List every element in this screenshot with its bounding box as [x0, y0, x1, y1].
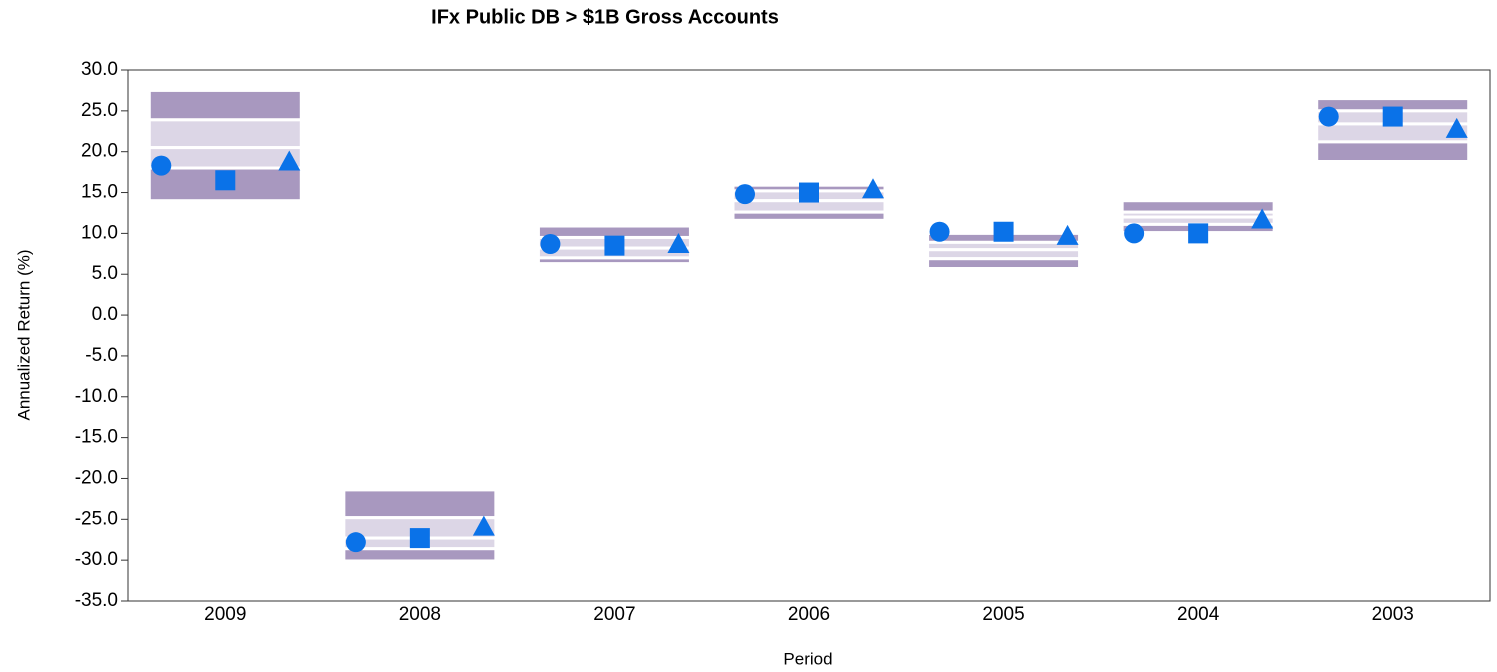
percentile-band: [147, 146, 303, 170]
percentile-band: [926, 257, 1082, 271]
y-tick-label: 10.0: [81, 222, 118, 243]
marker-circle: [1318, 106, 1339, 127]
x-tick-label: 2004: [1177, 604, 1220, 625]
marker-triangle: [1056, 224, 1079, 245]
marker-square: [1382, 106, 1403, 127]
x-tick-label: 2003: [1372, 604, 1414, 625]
y-tick-label: -5.0: [85, 345, 118, 366]
percentile-band: [147, 88, 303, 122]
marker-square: [604, 235, 625, 256]
marker-circle: [929, 221, 950, 242]
marker-triangle: [278, 150, 301, 171]
marker-square: [1188, 223, 1209, 244]
y-tick-label: -15.0: [75, 427, 118, 448]
y-tick-label: -30.0: [75, 549, 118, 570]
marker-triangle: [1445, 117, 1468, 138]
marker-square: [799, 182, 819, 203]
percentile-band: [1120, 199, 1276, 214]
marker-circle: [735, 184, 755, 205]
marker-square: [409, 528, 430, 549]
marker-square: [993, 221, 1014, 242]
percentile-band: [536, 256, 692, 266]
marker-triangle: [1251, 208, 1274, 229]
marker-triangle: [472, 515, 495, 536]
percentile-band: [342, 488, 498, 520]
y-axis-title: Annualized Return (%): [14, 249, 33, 420]
x-axis-title: Period: [783, 649, 832, 668]
y-tick-label: 5.0: [92, 263, 118, 284]
plot-frame: [127, 69, 1491, 602]
x-tick-label: 2006: [788, 604, 830, 625]
marker-circle: [151, 155, 172, 176]
marker-triangle: [667, 233, 690, 254]
percentile-band: [342, 547, 498, 563]
y-tick-label: -35.0: [75, 590, 118, 611]
percentile-band: [147, 118, 303, 150]
marker-triangle: [862, 178, 884, 199]
y-tick-label: 20.0: [81, 141, 118, 162]
x-tick-label: 2007: [593, 604, 635, 625]
x-tick-label: 2005: [982, 604, 1024, 625]
y-tick-label: -20.0: [75, 467, 118, 488]
marker-circle: [1124, 223, 1145, 244]
y-tick-label: 0.0: [92, 304, 118, 325]
percentile-band: [1315, 122, 1471, 144]
marker-square: [215, 170, 236, 191]
x-tick-label: 2009: [204, 604, 246, 625]
y-tick-label: 30.0: [81, 59, 118, 80]
y-tick-label: -25.0: [75, 508, 118, 529]
marker-circle: [540, 234, 561, 255]
chart-title: IFx Public DB > $1B Gross Accounts: [431, 6, 779, 28]
y-tick-label: -10.0: [75, 386, 118, 407]
marker-circle: [345, 532, 366, 553]
x-tick-label: 2008: [399, 604, 441, 625]
y-tick-label: 15.0: [81, 182, 118, 203]
percentile-band: [1315, 140, 1471, 163]
y-tick-label: 25.0: [81, 100, 118, 121]
percentile-band: [731, 210, 887, 222]
